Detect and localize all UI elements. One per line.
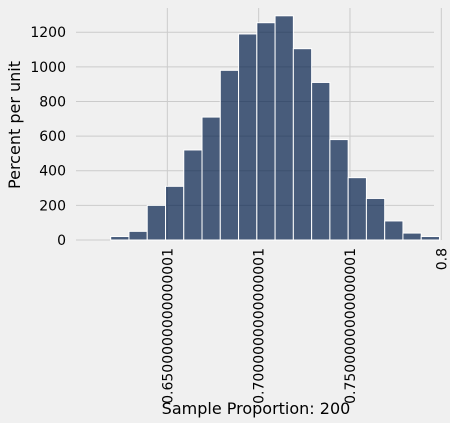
histogram-bar <box>183 149 203 241</box>
x-tick-label: 0.7500000000000001 <box>343 248 359 404</box>
histogram-bar <box>384 220 404 241</box>
x-axis-ticks: 0.6500000000000001 0.7000000000000001 0.75… <box>160 248 450 404</box>
histogram-bar <box>219 69 240 241</box>
x-tick-label: 0.7000000000000001 <box>252 248 268 404</box>
y-tick-label: 200 <box>39 198 66 214</box>
histogram-bar <box>201 116 221 241</box>
y-axis-label: Percent per unit <box>5 61 24 189</box>
histogram-bars <box>110 15 440 241</box>
y-tick-label: 0 <box>57 233 66 249</box>
histogram-bar <box>274 15 294 241</box>
y-tick-label: 800 <box>39 94 66 110</box>
histogram-bar <box>238 33 258 241</box>
histogram-bar <box>347 177 367 241</box>
y-tick-label: 600 <box>39 129 66 145</box>
y-tick-label: 1000 <box>30 60 66 76</box>
histogram-bar <box>165 185 185 241</box>
histogram-bar <box>146 204 167 241</box>
histogram-bar <box>420 236 440 241</box>
histogram-bar <box>311 81 331 241</box>
histogram-bar <box>110 236 130 241</box>
y-tick-label: 1200 <box>30 25 66 41</box>
y-tick-label: 400 <box>39 164 66 180</box>
x-tick-label: 0.8 <box>434 248 450 270</box>
histogram-bar <box>128 230 148 241</box>
x-tick-label: 0.6500000000000001 <box>160 248 176 404</box>
histogram-bar <box>402 232 422 241</box>
histogram-bar <box>329 139 349 241</box>
x-axis-label: Sample Proportion: 200 <box>162 399 351 418</box>
y-axis-ticks: 0 200 400 600 800 1000 1200 <box>30 25 66 249</box>
histogram-bar <box>256 22 276 241</box>
histogram-bar <box>292 48 313 241</box>
histogram-bar <box>365 197 386 241</box>
